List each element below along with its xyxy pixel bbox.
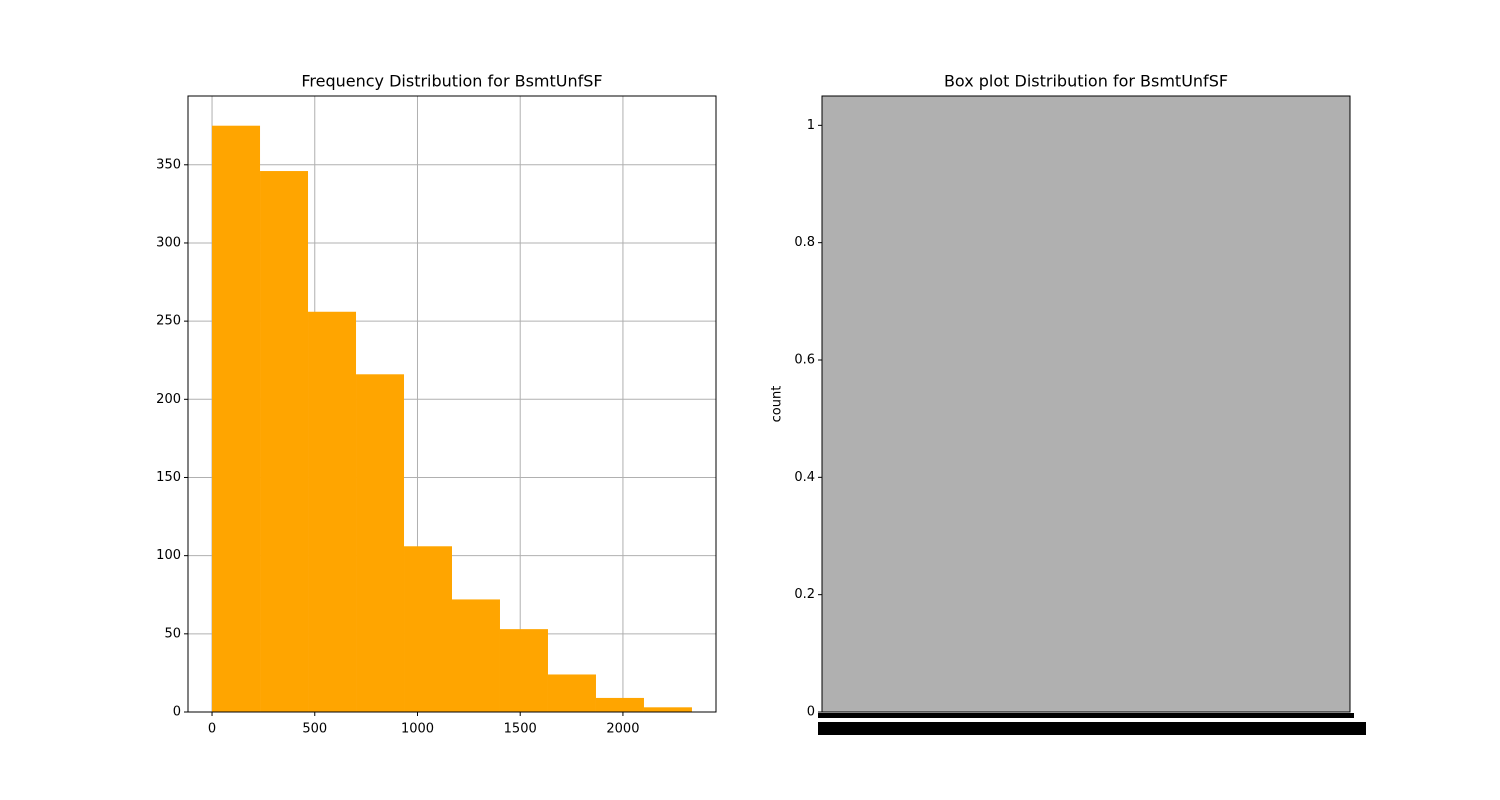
x-tick-label: 500 — [302, 722, 327, 737]
axes-frame — [821, 95, 1351, 713]
bar — [356, 374, 405, 712]
bar — [595, 697, 644, 712]
y-tick-label: 1 — [807, 118, 815, 133]
y-tick-label: 350 — [156, 157, 181, 172]
bar — [308, 311, 357, 712]
x-tick-band — [818, 713, 1354, 718]
x-tick-label-band — [818, 722, 1366, 735]
y-tick-label: 0.8 — [794, 235, 815, 250]
chart-title: Box plot Distribution for BsmtUnfSF — [944, 72, 1228, 91]
y-axis-label: count — [770, 386, 785, 423]
axes-frame — [187, 95, 717, 713]
y-tick-label: 0.6 — [794, 353, 815, 368]
bar — [404, 546, 452, 712]
y-tick-label: 0 — [173, 705, 181, 720]
y-tick-label: 0 — [807, 705, 815, 720]
y-tick-label: 100 — [156, 548, 181, 563]
y-tick-label: 200 — [156, 392, 181, 407]
bar — [212, 125, 261, 713]
y-tick-label: 250 — [156, 314, 181, 329]
bar — [643, 707, 692, 712]
y-tick-label: 150 — [156, 470, 181, 485]
y-tick-label: 300 — [156, 235, 181, 250]
chart-title: Frequency Distribution for BsmtUnfSF — [301, 72, 602, 91]
y-tick-label: 0.4 — [794, 470, 815, 485]
bar — [452, 599, 500, 712]
x-tick-label: 1000 — [401, 722, 434, 737]
x-tick-label: 2000 — [606, 722, 639, 737]
y-tick-label: 0.2 — [794, 587, 815, 602]
bar — [499, 629, 548, 712]
bar — [547, 674, 596, 712]
x-tick-label: 0 — [208, 722, 216, 737]
y-tick-label: 50 — [164, 626, 181, 641]
bar — [260, 171, 309, 713]
plot-fill — [822, 96, 1350, 712]
x-tick-label: 1500 — [504, 722, 537, 737]
